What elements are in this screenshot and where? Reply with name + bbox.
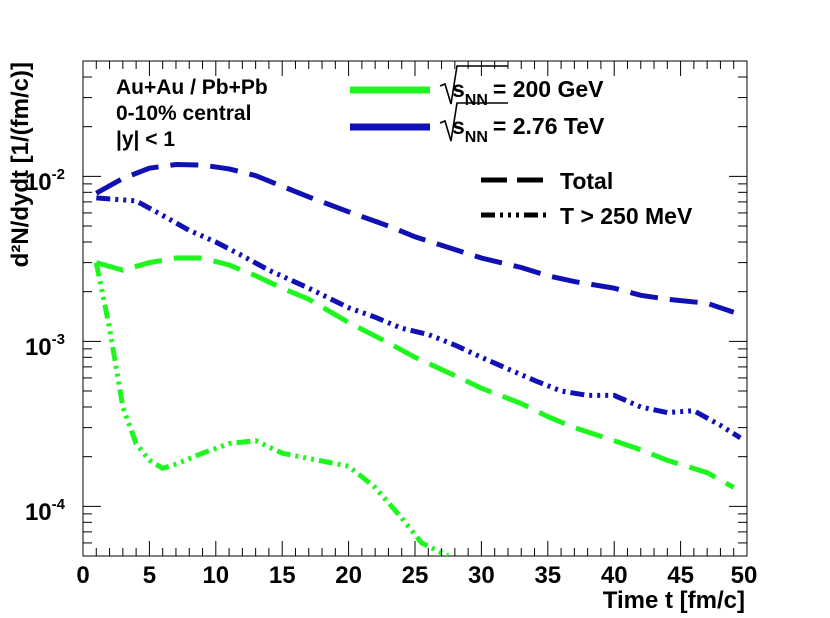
x-tick-label: 30 — [468, 562, 495, 589]
series-line-1 — [96, 195, 742, 441]
y-tick-label: 10-2 — [25, 166, 65, 196]
x-tick-label: 15 — [269, 562, 296, 589]
tick-layer — [82, 60, 748, 557]
series-layer — [93, 161, 742, 556]
x-tick-label: 10 — [202, 562, 229, 589]
series-line-2 — [95, 255, 735, 490]
legend-label-total: Total — [560, 168, 613, 194]
x-tick-label: 5 — [143, 562, 156, 589]
x-tick-label: 40 — [601, 562, 628, 589]
x-tick-labels: 0 5 10 15 20 25 30 35 40 45 50 — [76, 562, 757, 589]
sqrt-symbol-icon — [439, 102, 508, 142]
x-tick-label: 25 — [402, 562, 429, 589]
annotation-rapidity: |y| < 1 — [116, 128, 175, 151]
legend-label-276tev: sNN = 2.76 TeV — [452, 113, 605, 146]
legend-label-t250: T > 250 MeV — [560, 203, 693, 229]
x-tick-label: 20 — [335, 562, 362, 589]
y-tick-labels: 10-4 10-3 10-2 — [25, 166, 66, 526]
series-line-3 — [93, 262, 450, 556]
plot-frame — [82, 60, 748, 557]
legend-style: Total T > 250 MeV — [481, 168, 693, 229]
sqrt-symbol-icon — [439, 65, 508, 105]
legend-energy: sNN = 200 GeV sNN = 2.76 TeV — [350, 65, 605, 146]
y-axis-title: d²N/dydt [1/(fm/c)] — [7, 62, 34, 267]
x-tick-label: 45 — [667, 562, 694, 589]
y-tick-label: 10-3 — [25, 331, 65, 361]
annotation-block: Au+Au / Pb+Pb 0-10% central |y| < 1 — [116, 76, 268, 151]
annotation-centrality: 0-10% central — [116, 102, 251, 125]
x-tick-label: 35 — [534, 562, 561, 589]
annotation-system: Au+Au / Pb+Pb — [116, 76, 268, 99]
legend-label-200gev: sNN = 200 GeV — [452, 76, 604, 109]
x-tick-label: 0 — [76, 562, 89, 589]
x-axis-title: Time t [fm/c] — [603, 587, 745, 614]
x-tick-label: 50 — [731, 562, 758, 589]
series-line-0 — [95, 161, 735, 315]
y-tick-label: 10-4 — [25, 496, 66, 526]
